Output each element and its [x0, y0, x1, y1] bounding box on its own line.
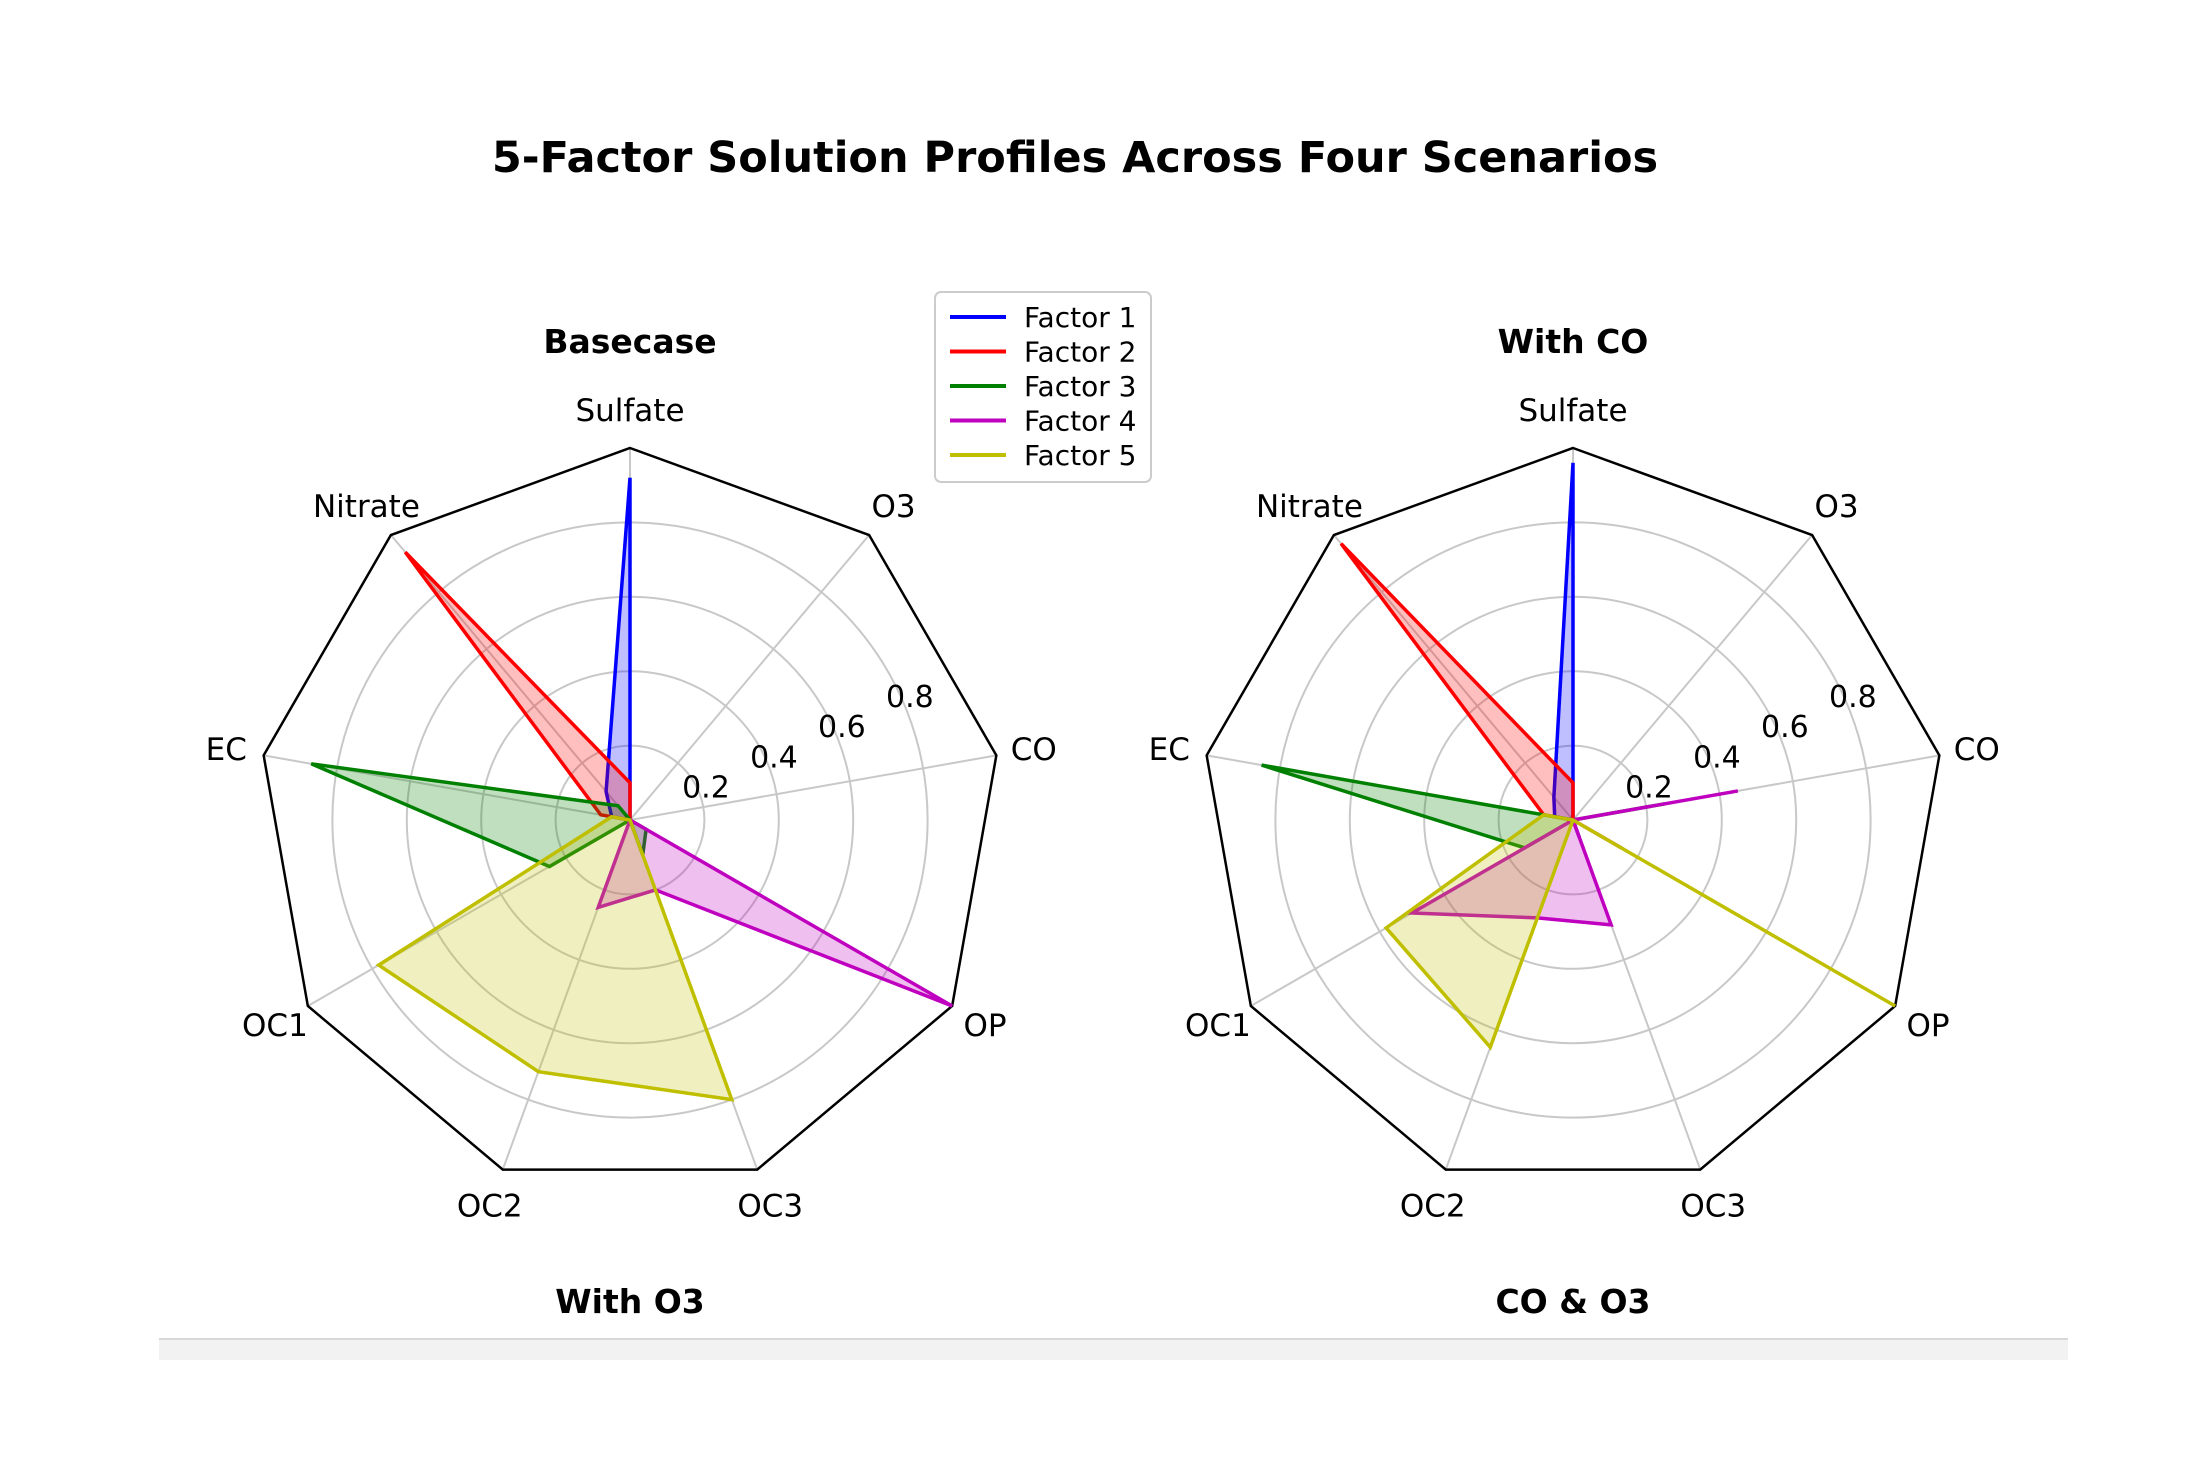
- spoke-line: [390, 534, 631, 821]
- axis-label-oc2: OC2: [1400, 1188, 1466, 1224]
- axis-label-oc3: OC3: [1680, 1188, 1746, 1224]
- axis-label-oc3: OC3: [737, 1188, 803, 1224]
- axis-label-op: OP: [964, 1008, 1007, 1044]
- axis-label-o3: O3: [871, 489, 915, 525]
- axis-label-sulfate: Sulfate: [575, 393, 684, 429]
- subplot-title-co-o3: CO & O3: [1495, 1282, 1650, 1321]
- spoke-line: [629, 534, 870, 821]
- axis-label-nitrate: Nitrate: [1256, 489, 1363, 525]
- axis-label-co: CO: [1954, 732, 2000, 768]
- radial-tick-label: 0.8: [1829, 680, 1877, 715]
- spoke-line: [629, 754, 997, 821]
- axis-label-sulfate: Sulfate: [1518, 393, 1627, 429]
- figure-title: 5-Factor Solution Profiles Across Four S…: [492, 133, 1658, 183]
- radial-tick-label: 0.2: [1625, 771, 1673, 806]
- axis-label-nitrate: Nitrate: [313, 489, 420, 525]
- bottom-strip: [159, 1338, 2068, 1360]
- legend-box: [934, 291, 1152, 483]
- legend-label-factor-2: Factor 2: [1024, 336, 1136, 369]
- axis-label-oc2: OC2: [457, 1188, 523, 1224]
- series-factor-2: [403, 550, 632, 823]
- subplot-title-with-co: With CO: [1498, 322, 1649, 361]
- spoke-line: [1572, 534, 1813, 821]
- radar-frame: [1205, 446, 1941, 1171]
- subplot-title-with-o3: With O3: [555, 1282, 704, 1321]
- axis-label-co: CO: [1011, 732, 1057, 768]
- radial-tick-label: 0.4: [750, 740, 798, 775]
- series-factor-5: [1383, 812, 1897, 1051]
- series-factor-5: [375, 814, 735, 1102]
- axis-label-oc1: OC1: [1185, 1008, 1251, 1044]
- legend-label-factor-5: Factor 5: [1024, 439, 1136, 472]
- series-factor-4: [1405, 789, 1739, 927]
- axis-label-op: OP: [1907, 1008, 1950, 1044]
- radial-tick-label: 0.4: [1693, 740, 1741, 775]
- axis-label-ec: EC: [1149, 732, 1190, 768]
- axis-label-oc1: OC1: [242, 1008, 308, 1044]
- legend-label-factor-4: Factor 4: [1024, 405, 1136, 438]
- spoke-line: [1333, 534, 1574, 821]
- radar-chart-with-co: 0.2 0.4 0.6 0.8 Sulfate O3 CO OP OC3 OC2 OC1 EC Nitr…: [1149, 322, 2000, 1224]
- series-factor-3: [310, 762, 648, 869]
- axis-label-o3: O3: [1814, 489, 1858, 525]
- radial-tick-label: 0.2: [682, 771, 730, 806]
- axis-label-ec: EC: [206, 732, 247, 768]
- radar-chart-basecase: 0.2 0.4 0.6 0.8 Sulfate O3 CO OP OC3 OC2 OC1 EC Nitr…: [206, 322, 1057, 1224]
- radial-tick-label: 0.8: [886, 680, 934, 715]
- radar-frame: [262, 446, 998, 1171]
- radial-tick-label: 0.6: [818, 710, 866, 745]
- radial-tick-label: 0.6: [1761, 710, 1809, 745]
- subplot-title-basecase: Basecase: [543, 322, 716, 361]
- legend-label-factor-1: Factor 1: [1024, 301, 1136, 334]
- legend-label-factor-3: Factor 3: [1024, 370, 1136, 403]
- series-factor-3: [1261, 763, 1665, 850]
